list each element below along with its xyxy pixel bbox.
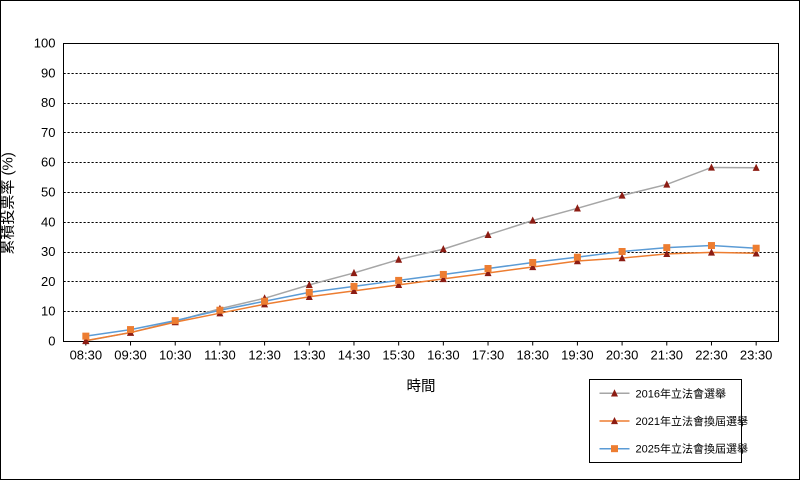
svg-text:12:30: 12:30: [248, 348, 281, 363]
svg-text:60: 60: [41, 155, 55, 170]
svg-text:21:30: 21:30: [651, 348, 684, 363]
svg-text:10:30: 10:30: [159, 348, 192, 363]
svg-text:50: 50: [41, 185, 55, 200]
svg-text:20: 20: [41, 274, 55, 289]
svg-text:19:30: 19:30: [561, 348, 594, 363]
svg-text:16:30: 16:30: [427, 348, 460, 363]
svg-text:14:30: 14:30: [338, 348, 371, 363]
svg-text:70: 70: [41, 125, 55, 140]
svg-text:18:30: 18:30: [516, 348, 549, 363]
svg-text:30: 30: [41, 244, 55, 259]
svg-text:17:30: 17:30: [472, 348, 505, 363]
svg-text:13:30: 13:30: [293, 348, 326, 363]
svg-text:0: 0: [48, 334, 55, 349]
svg-text:20:30: 20:30: [606, 348, 639, 363]
svg-text:90: 90: [41, 65, 55, 80]
svg-text:80: 80: [41, 95, 55, 110]
svg-text:15:30: 15:30: [382, 348, 415, 363]
svg-text:100: 100: [34, 36, 56, 51]
svg-text:09:30: 09:30: [114, 348, 147, 363]
svg-text:累積投票率 (%): 累積投票率 (%): [0, 152, 17, 255]
svg-text:2021年立法會換屆選舉: 2021年立法會換屆選舉: [636, 414, 748, 428]
svg-text:22:30: 22:30: [695, 348, 728, 363]
svg-text:23:30: 23:30: [740, 348, 773, 363]
svg-text:40: 40: [41, 214, 55, 229]
svg-text:11:30: 11:30: [204, 348, 236, 363]
svg-text:2025年立法會換屆選舉: 2025年立法會換屆選舉: [636, 442, 748, 456]
svg-text:10: 10: [41, 304, 55, 319]
svg-text:2016年立法會選舉: 2016年立法會選舉: [636, 386, 726, 400]
svg-text:08:30: 08:30: [70, 348, 103, 363]
svg-text:時間: 時間: [407, 378, 436, 395]
